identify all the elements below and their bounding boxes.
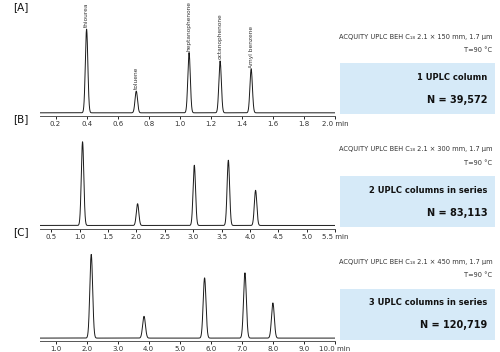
Text: Amyl benzene: Amyl benzene: [248, 25, 254, 68]
Text: [C]: [C]: [14, 227, 29, 237]
Text: [B]: [B]: [14, 114, 29, 125]
FancyBboxPatch shape: [340, 176, 495, 227]
Text: ACQUITY UPLC BEH C₁₈ 2.1 × 450 mm, 1.7 μm: ACQUITY UPLC BEH C₁₈ 2.1 × 450 mm, 1.7 μ…: [339, 259, 492, 265]
Text: [A]: [A]: [14, 2, 29, 12]
Text: thiourea: thiourea: [84, 3, 89, 27]
Text: 3 UPLC columns in series: 3 UPLC columns in series: [369, 298, 487, 307]
Text: octanophenone: octanophenone: [218, 13, 222, 59]
Text: N = 83,113: N = 83,113: [426, 208, 487, 218]
Text: toluene: toluene: [134, 67, 139, 89]
Text: T=90 °C: T=90 °C: [464, 159, 492, 165]
Text: T=90 °C: T=90 °C: [464, 47, 492, 53]
FancyBboxPatch shape: [340, 63, 495, 114]
Text: ACQUITY UPLC BEH C₁₈ 2.1 × 300 mm, 1.7 μm: ACQUITY UPLC BEH C₁₈ 2.1 × 300 mm, 1.7 μ…: [339, 146, 492, 152]
Text: N = 39,572: N = 39,572: [427, 95, 487, 105]
Text: T=90 °C: T=90 °C: [464, 272, 492, 278]
Text: 2 UPLC columns in series: 2 UPLC columns in series: [369, 186, 487, 195]
Text: ACQUITY UPLC BEH C₁₈ 2.1 × 150 mm, 1.7 μm: ACQUITY UPLC BEH C₁₈ 2.1 × 150 mm, 1.7 μ…: [339, 33, 492, 39]
Text: heptanophenone: heptanophenone: [186, 1, 192, 51]
Text: 1 UPLC column: 1 UPLC column: [417, 73, 487, 82]
FancyBboxPatch shape: [340, 289, 495, 340]
Text: N = 120,719: N = 120,719: [420, 320, 487, 331]
